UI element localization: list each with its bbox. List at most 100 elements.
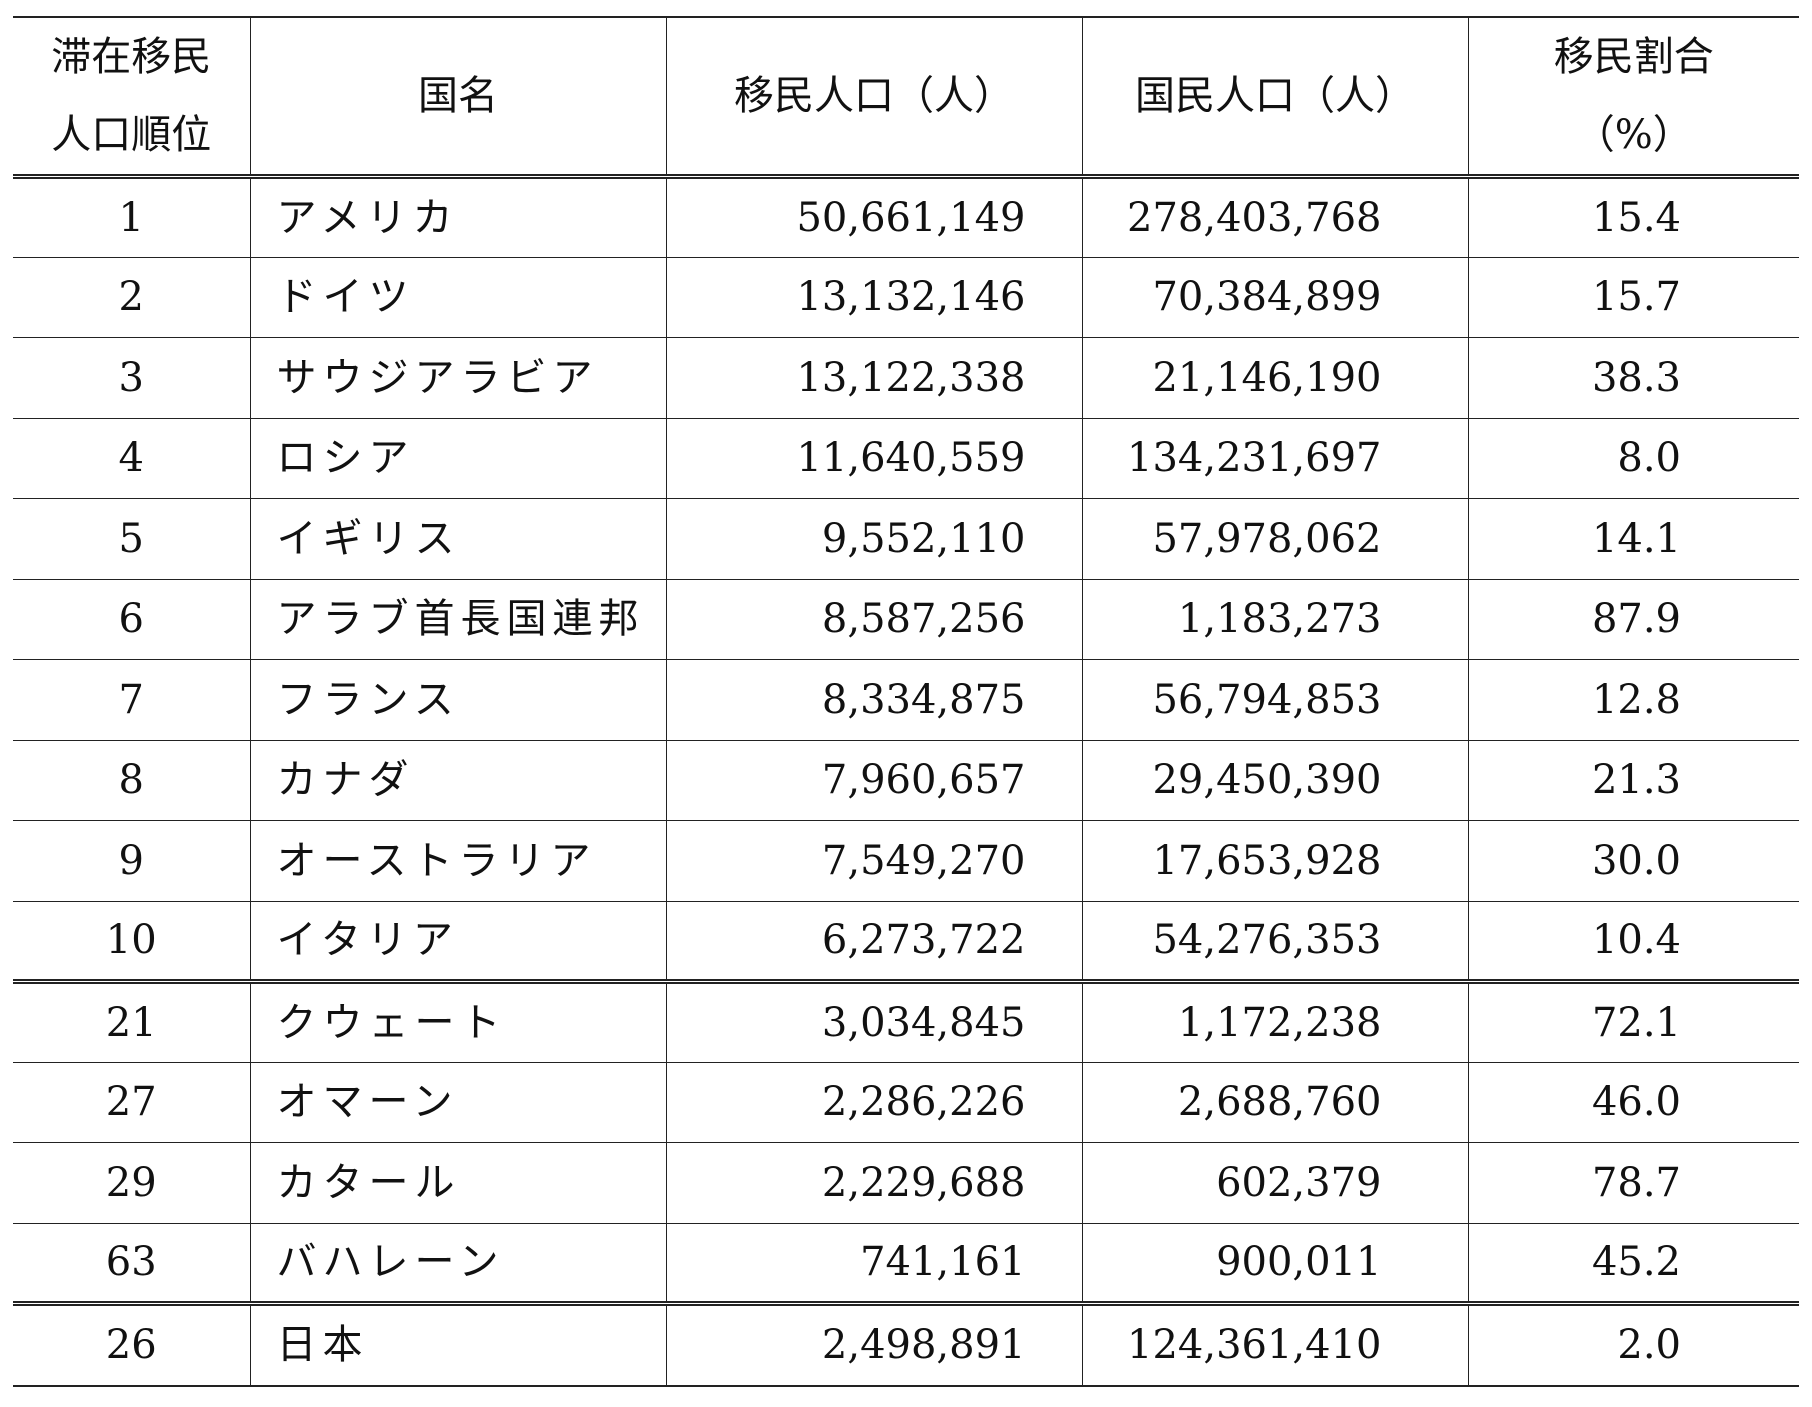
migrant-share-cell: 87.9 [1467, 579, 1799, 660]
header-country: 国名 [249, 16, 667, 179]
rank-cell: 29 [13, 1142, 251, 1224]
header-rank-line2: 人口順位 [51, 112, 212, 158]
migrant-population-cell: 2,286,226 [665, 1062, 1083, 1143]
national-population-cell: 57,978,062 [1081, 498, 1469, 580]
table-row: 26 日本 2,498,891 124,361,410 2.0 [13, 1303, 1799, 1387]
header-rank: 滞在移民 人口順位 [13, 16, 251, 179]
migrant-share-cell: 72.1 [1467, 981, 1799, 1063]
table-row: 3 サウジアラビア 13,122,338 21,146,190 38.3 [13, 337, 1799, 419]
country-cell: アメリカ [249, 176, 667, 258]
table-row: 5 イギリス 9,552,110 57,978,062 14.1 [13, 498, 1799, 580]
national-population-cell: 56,794,853 [1081, 659, 1469, 741]
national-population-cell: 134,231,697 [1081, 418, 1469, 499]
rank-cell: 21 [13, 981, 251, 1063]
rank-cell: 7 [13, 659, 251, 741]
header-national-population: 国民人口（人） [1081, 16, 1469, 179]
country-cell: カタール [249, 1142, 667, 1224]
country-cell: バハレーン [249, 1223, 667, 1306]
country-cell: アラブ首長国連邦 [249, 579, 667, 660]
migrant-population-cell: 741,161 [665, 1223, 1083, 1306]
rank-cell: 2 [13, 257, 251, 338]
migrant-population-cell: 7,549,270 [665, 820, 1083, 902]
migrant-population-cell: 2,498,891 [665, 1303, 1083, 1387]
country-cell: イタリア [249, 901, 667, 984]
national-population-cell: 278,403,768 [1081, 176, 1469, 258]
migrant-share-cell: 14.1 [1467, 498, 1799, 580]
migrant-population-cell: 2,229,688 [665, 1142, 1083, 1224]
table-row: 27 オマーン 2,286,226 2,688,760 46.0 [13, 1062, 1799, 1143]
country-cell: フランス [249, 659, 667, 741]
migrant-share-cell: 21.3 [1467, 740, 1799, 821]
table-row: 4 ロシア 11,640,559 134,231,697 8.0 [13, 418, 1799, 499]
top10-group: 1 アメリカ 50,661,149 278,403,768 15.4 2 ドイツ 13,132… [13, 176, 1799, 984]
national-population-cell: 29,450,390 [1081, 740, 1469, 821]
rank-cell: 5 [13, 498, 251, 580]
header-row: 滞在移民 人口順位 国名 移民人口（人） 国民人口（人） 移民割合 （%） [13, 16, 1799, 179]
national-population-cell: 70,384,899 [1081, 257, 1469, 338]
rank-cell: 8 [13, 740, 251, 821]
national-population-cell: 124,361,410 [1081, 1303, 1469, 1387]
table-row: 10 イタリア 6,273,722 54,276,353 10.4 [13, 901, 1799, 984]
migrant-share-cell: 38.3 [1467, 337, 1799, 419]
japan-group: 26 日本 2,498,891 124,361,410 2.0 [13, 1303, 1799, 1387]
header-share: 移民割合 （%） [1467, 16, 1799, 179]
migrant-share-cell: 30.0 [1467, 820, 1799, 902]
rank-cell: 9 [13, 820, 251, 902]
national-population-cell: 1,183,273 [1081, 579, 1469, 660]
header-rank-line1: 滞在移民 [51, 34, 212, 80]
migrant-share-cell: 15.7 [1467, 257, 1799, 338]
national-population-cell: 1,172,238 [1081, 981, 1469, 1063]
table-row: 63 バハレーン 741,161 900,011 45.2 [13, 1223, 1799, 1306]
migrant-share-cell: 2.0 [1467, 1303, 1799, 1387]
country-cell: カナダ [249, 740, 667, 821]
rank-cell: 27 [13, 1062, 251, 1143]
table-row: 9 オーストラリア 7,549,270 17,653,928 30.0 [13, 820, 1799, 902]
table-row: 8 カナダ 7,960,657 29,450,390 21.3 [13, 740, 1799, 821]
country-cell: 日本 [249, 1303, 667, 1387]
migrant-share-cell: 8.0 [1467, 418, 1799, 499]
table-row: 1 アメリカ 50,661,149 278,403,768 15.4 [13, 176, 1799, 258]
migrant-share-cell: 15.4 [1467, 176, 1799, 258]
rank-cell: 3 [13, 337, 251, 419]
migrant-population-cell: 9,552,110 [665, 498, 1083, 580]
table-row: 2 ドイツ 13,132,146 70,384,899 15.7 [13, 257, 1799, 338]
migrant-share-cell: 46.0 [1467, 1062, 1799, 1143]
rank-cell: 4 [13, 418, 251, 499]
rank-cell: 10 [13, 901, 251, 984]
rank-cell: 63 [13, 1223, 251, 1306]
table-row: 29 カタール 2,229,688 602,379 78.7 [13, 1142, 1799, 1224]
country-cell: イギリス [249, 498, 667, 580]
header-migrant-population: 移民人口（人） [665, 16, 1083, 179]
header-share-line1: 移民割合 [1553, 34, 1714, 80]
country-cell: ドイツ [249, 257, 667, 338]
migrant-population-cell: 6,273,722 [665, 901, 1083, 984]
table-row: 21 クウェート 3,034,845 1,172,238 72.1 [13, 981, 1799, 1063]
header-share-line2: （%） [1574, 112, 1693, 158]
table-row: 6 アラブ首長国連邦 8,587,256 1,183,273 87.9 [13, 579, 1799, 660]
migrant-population-cell: 50,661,149 [665, 176, 1083, 258]
migrant-population-cell: 13,132,146 [665, 257, 1083, 338]
country-cell: サウジアラビア [249, 337, 667, 419]
rank-cell: 1 [13, 176, 251, 258]
migrant-population-cell: 8,587,256 [665, 579, 1083, 660]
national-population-cell: 21,146,190 [1081, 337, 1469, 419]
country-cell: オーストラリア [249, 820, 667, 902]
national-population-cell: 54,276,353 [1081, 901, 1469, 984]
migrant-population-cell: 3,034,845 [665, 981, 1083, 1063]
gulf-group: 21 クウェート 3,034,845 1,172,238 72.1 27 オマーン 2,286… [13, 981, 1799, 1306]
migrant-population-cell: 11,640,559 [665, 418, 1083, 499]
national-population-cell: 17,653,928 [1081, 820, 1469, 902]
migrant-share-cell: 10.4 [1467, 901, 1799, 984]
migrant-share-cell: 78.7 [1467, 1142, 1799, 1224]
migrant-share-cell: 45.2 [1467, 1223, 1799, 1306]
national-population-cell: 900,011 [1081, 1223, 1469, 1306]
rank-cell: 26 [13, 1303, 251, 1387]
country-cell: ロシア [249, 418, 667, 499]
country-cell: クウェート [249, 981, 667, 1063]
national-population-cell: 2,688,760 [1081, 1062, 1469, 1143]
migrant-population-cell: 13,122,338 [665, 337, 1083, 419]
rank-cell: 6 [13, 579, 251, 660]
migrant-share-cell: 12.8 [1467, 659, 1799, 741]
